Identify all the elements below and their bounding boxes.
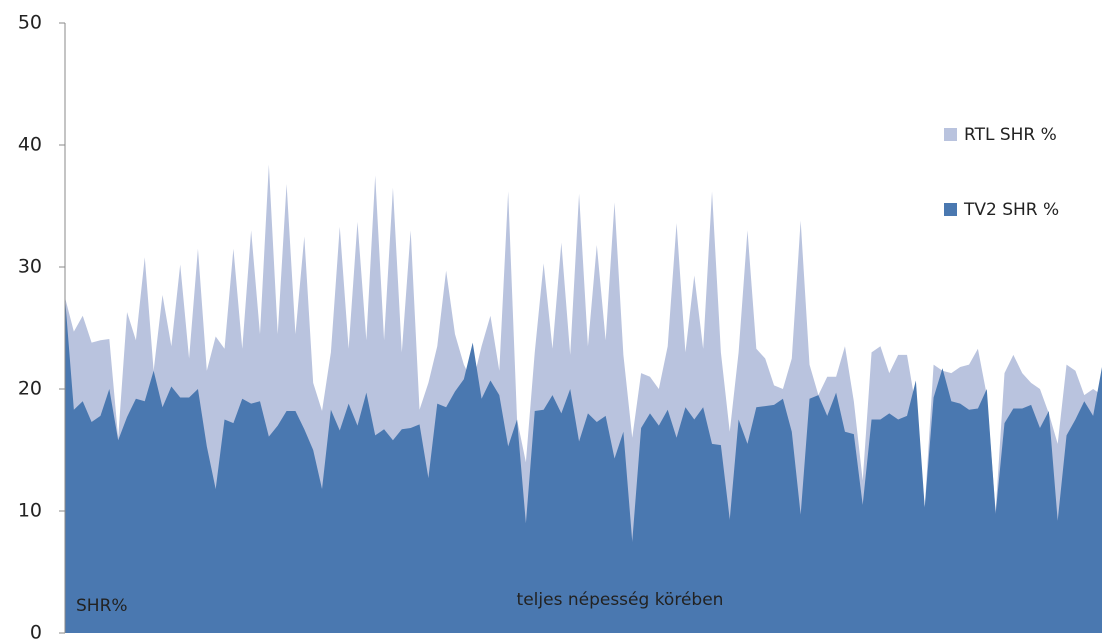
legend-swatch [944,203,957,216]
y-tick-label: 20 [18,378,42,400]
legend-swatch [944,128,957,141]
plot: 0 10 20 30 40 50 RTL SHR % TV2 SHR % [18,12,1102,641]
y-tick-label: 10 [18,500,42,522]
legend-label: TV2 SHR % [963,200,1059,220]
annotation: SHR% [76,596,128,616]
y-tick-label: 30 [18,256,42,278]
y-tick-label: 50 [18,12,42,34]
annotation: teljes népesség körében [517,590,724,610]
y-tick-label: 40 [18,134,42,156]
area [65,297,1102,633]
legend-label: RTL SHR % [964,125,1057,145]
y-tick-label: 0 [30,622,42,641]
